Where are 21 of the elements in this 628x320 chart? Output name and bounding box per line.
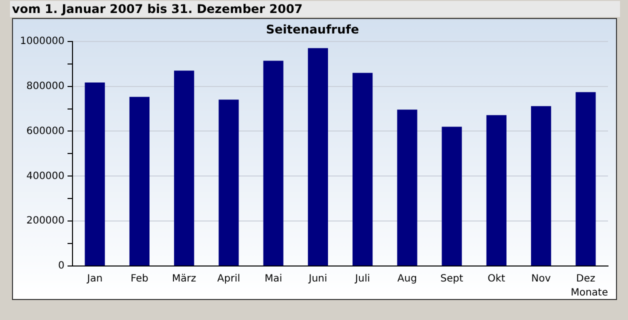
y-tick-label: 200000 bbox=[26, 216, 65, 227]
x-tick-label: März bbox=[172, 274, 196, 285]
y-tick-label: 800000 bbox=[26, 80, 65, 92]
x-tick-label: Aug bbox=[397, 274, 417, 285]
y-tick-label: 0 bbox=[58, 260, 65, 272]
x-tick-label: Dez bbox=[576, 274, 596, 285]
y-tick-label: 400000 bbox=[26, 170, 65, 182]
x-tick-label: Okt bbox=[488, 274, 506, 285]
chart-title: Seitenaufrufe bbox=[266, 22, 359, 36]
x-tick-label: Nov bbox=[531, 274, 551, 285]
x-tick-label: Mai bbox=[264, 274, 282, 285]
chart-subtitle: vom 1. Januar 2007 bis 31. Dezember 2007 bbox=[10, 1, 620, 17]
x-tick-label: Feb bbox=[130, 274, 148, 285]
x-tick-label: April bbox=[217, 274, 240, 285]
x-tick-label: Juli bbox=[354, 274, 370, 285]
x-axis-title: Monate bbox=[570, 288, 608, 299]
x-tick-label: Juni bbox=[308, 274, 328, 285]
y-tick-label: 1000000 bbox=[20, 36, 65, 47]
y-tick-label: 600000 bbox=[26, 126, 65, 137]
x-tick-label: Sept bbox=[440, 274, 464, 285]
x-tick-label: Jan bbox=[86, 274, 103, 285]
